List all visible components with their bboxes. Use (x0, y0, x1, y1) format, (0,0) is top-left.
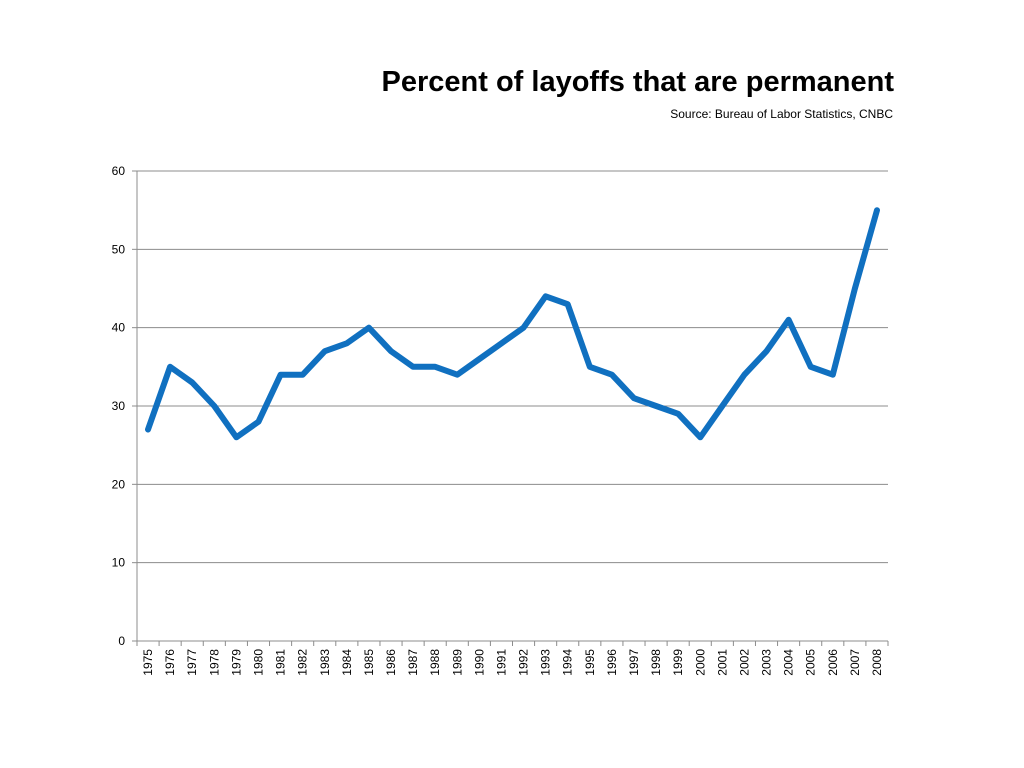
x-tick-label: 2008 (870, 649, 884, 676)
x-tick-label: 1997 (627, 649, 641, 676)
x-tick-labels: 1975 1976 1977 1978 1979 1980 1981 1982 1983 1984… (141, 649, 884, 676)
x-tick-label: 1998 (649, 649, 663, 676)
x-tick-label: 1977 (185, 649, 199, 676)
x-tick-label: 1988 (428, 649, 442, 676)
y-tick-label: 60 (112, 164, 126, 178)
x-tick-label: 1989 (450, 649, 464, 676)
chart-title: Percent of layoffs that are permanent (381, 66, 894, 98)
chart-subtitle: Source: Bureau of Labor Statistics, CNBC (670, 107, 893, 121)
x-tick-label: 1996 (605, 649, 619, 676)
x-tick-label: 1992 (517, 649, 531, 676)
y-tick-label: 50 (112, 242, 126, 256)
x-tick-label: 2001 (715, 649, 729, 676)
y-tick-label: 20 (112, 477, 126, 491)
x-tick-label: 1975 (141, 649, 155, 676)
series-layer (145, 207, 880, 441)
x-tick-label: 2007 (848, 649, 862, 676)
x-tick-label: 1976 (163, 649, 177, 676)
x-tick-label: 1987 (406, 649, 420, 676)
x-tick-label: 1981 (274, 649, 288, 676)
x-tick-label: 1985 (362, 649, 376, 676)
y-tick-label: 0 (118, 634, 125, 648)
x-tick-label: 2005 (804, 649, 818, 676)
x-tick-label: 1980 (251, 649, 265, 676)
series-line (145, 207, 880, 441)
x-tick-label: 2004 (782, 649, 796, 676)
x-tick-label: 1990 (472, 649, 486, 676)
axes (132, 170, 889, 646)
x-tick-label: 1979 (229, 649, 243, 676)
x-tick-label: 1994 (561, 649, 575, 676)
x-tick-label: 2000 (693, 649, 707, 676)
x-tick-label: 1986 (384, 649, 398, 676)
y-tick-label: 10 (112, 556, 126, 570)
x-tick-label: 1995 (583, 649, 597, 676)
x-tick-label: 1982 (296, 649, 310, 676)
x-tick-label: 1983 (318, 649, 332, 676)
gridlines (137, 170, 888, 564)
x-tick-label: 1978 (207, 649, 221, 676)
y-tick-label: 40 (112, 321, 126, 335)
x-tick-label: 1991 (494, 649, 508, 676)
y-tick-labels: 0 10 20 30 40 50 60 (112, 164, 126, 648)
x-tick-label: 1993 (539, 649, 553, 676)
x-tick-label: 2003 (760, 649, 774, 676)
y-tick-label: 30 (112, 399, 126, 413)
x-tick-label: 1984 (340, 649, 354, 676)
x-tick-label: 2006 (826, 649, 840, 676)
x-tick-label: 2002 (737, 649, 751, 676)
x-tick-label: 1999 (671, 649, 685, 676)
